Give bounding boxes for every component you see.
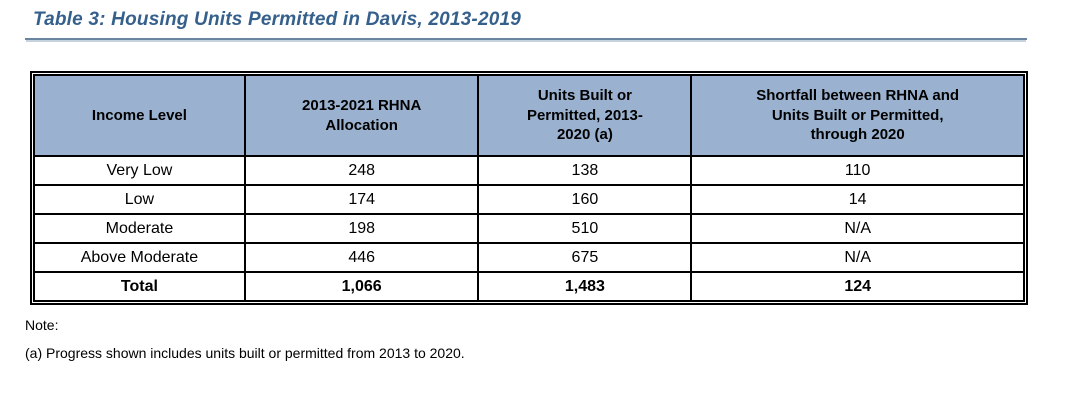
table-title-block: Table 3: Housing Units Permitted in Davi… bbox=[25, 9, 1027, 40]
header-shortfall: Shortfall between RHNA and Units Built o… bbox=[690, 74, 1025, 157]
header-units-built: Units Built or Permitted, 2013- 2020 (a) bbox=[477, 74, 693, 157]
note-label: Note: bbox=[25, 317, 59, 333]
housing-table: Income Level 2013-2021 RHNA Allocation U… bbox=[33, 74, 1025, 302]
table-row-very-low: Very Low 248 138 110 bbox=[33, 155, 1025, 186]
cell-income-level: Total bbox=[33, 271, 246, 302]
cell-rhna: 1,066 bbox=[243, 271, 480, 302]
cell-built: 160 bbox=[477, 184, 693, 215]
cell-built: 138 bbox=[477, 155, 693, 186]
cell-income-level: Low bbox=[33, 184, 246, 215]
cell-income-level: Very Low bbox=[33, 155, 246, 186]
cell-income-level: Above Moderate bbox=[33, 242, 246, 273]
table-row-total: Total 1,066 1,483 124 bbox=[33, 271, 1025, 302]
cell-rhna: 174 bbox=[243, 184, 480, 215]
cell-shortfall: N/A bbox=[690, 242, 1025, 273]
cell-shortfall: 110 bbox=[690, 155, 1025, 186]
cell-income-level: Moderate bbox=[33, 213, 246, 244]
table-row-low: Low 174 160 14 bbox=[33, 184, 1025, 215]
header-income-level: Income Level bbox=[33, 74, 246, 157]
cell-shortfall: N/A bbox=[690, 213, 1025, 244]
cell-shortfall: 14 bbox=[690, 184, 1025, 215]
note-section: Note: (a) Progress shown includes units … bbox=[25, 317, 1066, 362]
cell-shortfall: 124 bbox=[690, 271, 1025, 302]
cell-rhna: 446 bbox=[243, 242, 480, 273]
table-row-above-moderate: Above Moderate 446 675 N/A bbox=[33, 242, 1025, 273]
housing-table-outer-border: Income Level 2013-2021 RHNA Allocation U… bbox=[30, 71, 1028, 305]
cell-rhna: 248 bbox=[243, 155, 480, 186]
header-rhna-allocation: 2013-2021 RHNA Allocation bbox=[243, 74, 480, 157]
table-row-moderate: Moderate 198 510 N/A bbox=[33, 213, 1025, 244]
footnote-a: (a) Progress shown includes units built … bbox=[25, 344, 465, 361]
cell-built: 1,483 bbox=[477, 271, 693, 302]
cell-built: 510 bbox=[477, 213, 693, 244]
cell-built: 675 bbox=[477, 242, 693, 273]
cell-rhna: 198 bbox=[243, 213, 480, 244]
table-title: Table 3: Housing Units Permitted in Davi… bbox=[33, 9, 522, 30]
table-header-row: Income Level 2013-2021 RHNA Allocation U… bbox=[33, 74, 1025, 157]
